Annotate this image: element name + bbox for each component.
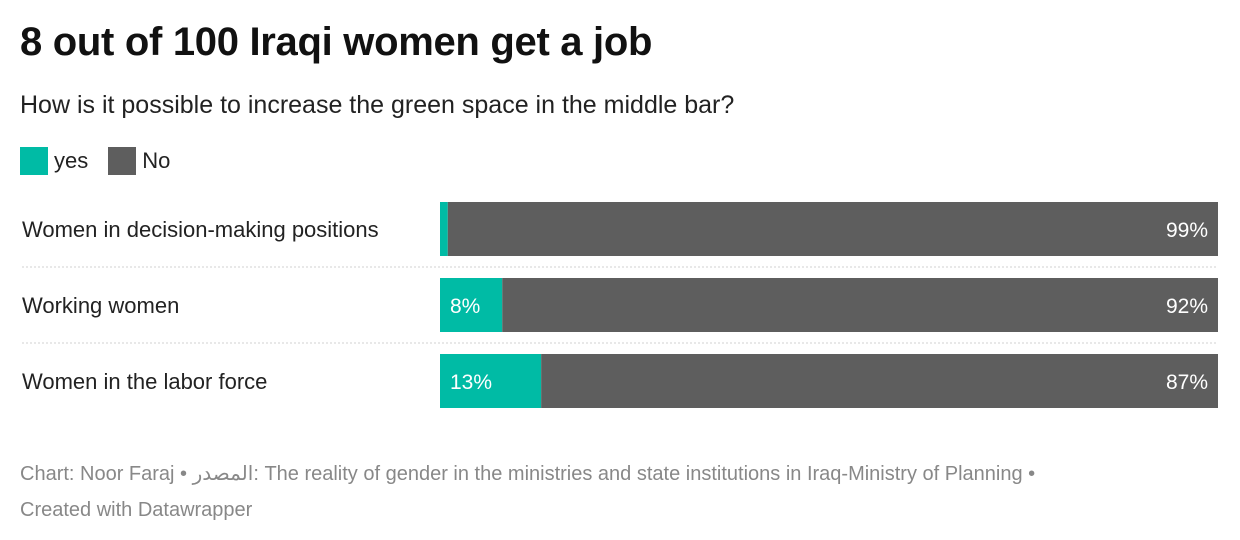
chart-subtitle: How is it possible to increase the green… [20,91,735,119]
legend-swatch-no [108,147,137,175]
data-label: 87% [1166,371,1208,394]
legend-label-no: No [142,148,171,173]
legend-item-yes: yes [20,147,88,175]
bar-segment-yes [440,202,448,256]
footer-source: : The reality of gender in the ministrie… [253,463,1036,485]
chart-title: 8 out of 100 Iraqi women get a job [20,20,653,64]
bar-segment-yes [440,278,503,332]
bar-segment-no [541,354,1218,408]
legend-label-yes: yes [54,148,89,173]
footer-source-label: المصدر [192,463,254,485]
legend: yes No [20,147,190,175]
legend-swatch-yes [20,147,48,175]
category-label: Women in the labor force [22,369,267,394]
bar-segment-no [447,202,1218,256]
category-label: Working women [22,293,179,318]
chart-footer: Chart: Noor Faraj • المصدر: The reality … [20,456,1220,528]
data-label: 92% [1166,295,1208,318]
bar-segment-no [502,278,1218,332]
bar-segment-yes [440,354,542,408]
category-label: Women in decision-making positions [22,217,379,242]
legend-item-no: No [108,147,170,175]
footer-credit: Chart: Noor Faraj • [20,463,193,485]
data-label: 13% [450,371,492,394]
data-label: 8% [450,295,480,318]
data-label: 99% [1166,219,1208,242]
footer-created-with: Created with Datawrapper [20,499,253,521]
